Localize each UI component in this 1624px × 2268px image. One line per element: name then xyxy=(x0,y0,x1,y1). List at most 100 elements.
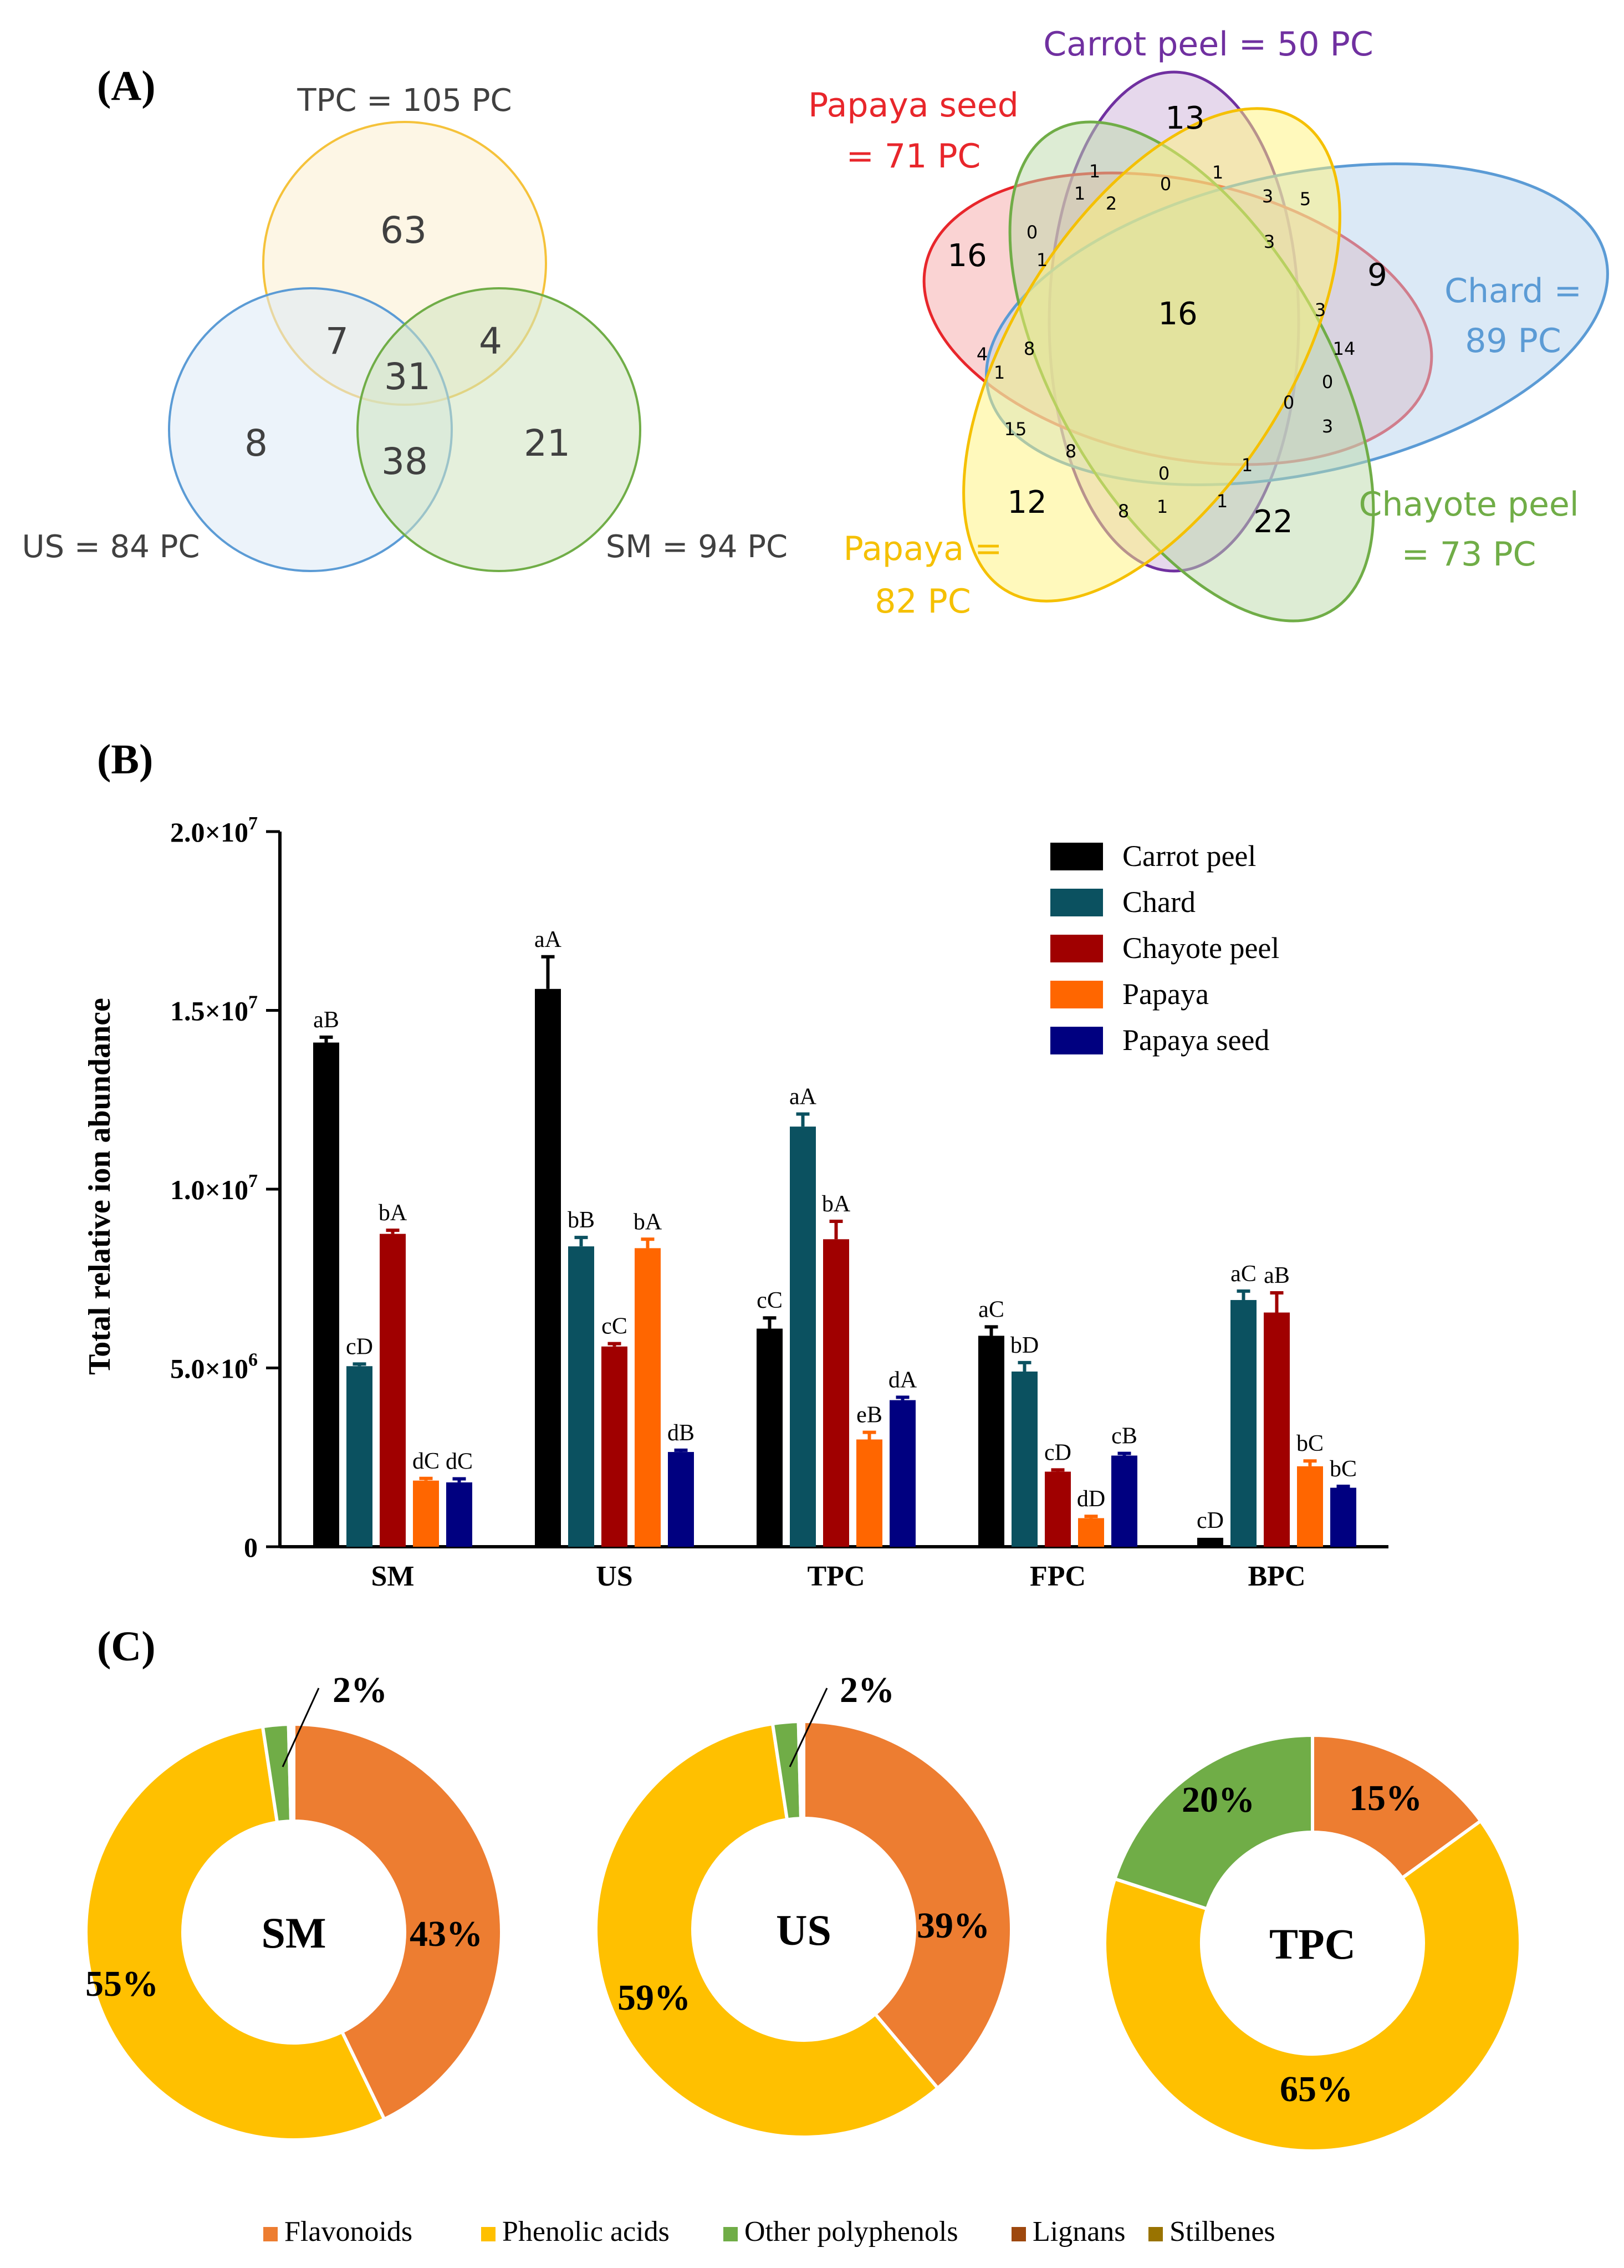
venn5-small-region: 1 xyxy=(1157,496,1168,517)
venn5-label-chayote-peel-count: = 73 PC xyxy=(1402,535,1536,574)
venn5-small-region: 8 xyxy=(1024,338,1035,359)
venn5-diagram: Carrot peel = 50 PC Papaya seed = 71 PC … xyxy=(808,25,1609,623)
donut-slice xyxy=(594,1721,941,2139)
bar xyxy=(890,1400,916,1547)
venn5-small-region: 8 xyxy=(1118,501,1129,522)
bar xyxy=(313,1042,339,1547)
venn5-small-region: 3 xyxy=(1315,299,1326,320)
venn5-small-region: 1 xyxy=(1212,162,1223,183)
donut-chart-tpc: TPC 15% 65% 20% xyxy=(1103,1733,1522,2153)
donut-slice-label: 59% xyxy=(617,1978,691,2018)
donut-center-label: SM xyxy=(262,1909,326,1957)
venn5-small-region: 1 xyxy=(994,362,1005,383)
legend-label: Papaya xyxy=(1122,977,1209,1011)
donut-slice xyxy=(289,1722,295,1823)
bar xyxy=(978,1336,1004,1547)
x-tick-label: US xyxy=(596,1561,632,1592)
venn5-small-region: 3 xyxy=(1262,186,1273,207)
venn3-set-label-tpc: TPC = 105 PC xyxy=(297,83,512,119)
bar-significance-label: aB xyxy=(1264,1263,1290,1288)
venn5-label-chard-count: 89 PC xyxy=(1465,322,1561,360)
donut-slice xyxy=(1311,1733,1483,1880)
bar-significance-label: aB xyxy=(313,1007,339,1033)
bar-significance-label: aC xyxy=(1230,1261,1257,1287)
bar-significance-label: cD xyxy=(346,1334,373,1359)
venn3-region-sm-only: 21 xyxy=(524,422,570,465)
venn5-small-region: 3 xyxy=(1322,416,1333,437)
venn3-region-us-sm: 38 xyxy=(381,440,428,483)
venn5-region-center: 16 xyxy=(1158,296,1197,332)
venn5-small-region: 4 xyxy=(977,344,988,365)
pie-legend-label: Flavonoids xyxy=(284,2216,412,2247)
pie-legend-swatch xyxy=(1012,2227,1026,2241)
bar xyxy=(1264,1312,1290,1547)
venn5-label-chard: Chard = xyxy=(1444,272,1582,310)
bar-significance-label: dC xyxy=(446,1449,473,1474)
donut-slice-label: 20% xyxy=(1182,1780,1255,1820)
bar xyxy=(1230,1299,1257,1547)
bar xyxy=(1012,1371,1038,1547)
pie-legend: Flavonoids Phenolic acids Other polyphenol… xyxy=(263,2216,1275,2247)
venn5-small-region: 14 xyxy=(1333,338,1356,359)
venn5-label-papaya-seed-count: = 71 PC xyxy=(846,137,981,176)
bar-significance-label: cC xyxy=(601,1314,627,1339)
venn3-region-all: 31 xyxy=(384,355,431,398)
y-tick-label: 2.0×107 xyxy=(170,813,258,848)
bar xyxy=(1330,1487,1356,1547)
venn5-small-region: 5 xyxy=(1300,188,1311,210)
y-tick-label: 1.5×107 xyxy=(170,992,258,1027)
bar-significance-label: eB xyxy=(856,1403,882,1428)
donut-slice-label: 65% xyxy=(1280,2069,1353,2109)
venn5-small-region: 0 xyxy=(1027,222,1038,243)
legend-label: Chard xyxy=(1122,885,1196,919)
venn5-small-region: 15 xyxy=(1004,419,1027,440)
donut-center-label: TPC xyxy=(1269,1920,1356,1968)
donut-slice xyxy=(802,1719,1013,2091)
bar-chart-y-label: Total relative ion abundance xyxy=(83,998,117,1375)
venn5-small-region: 1 xyxy=(1217,491,1228,512)
bar-significance-label: bD xyxy=(1010,1333,1039,1358)
legend-swatch xyxy=(1050,1027,1103,1054)
bar-significance-label: bA xyxy=(379,1200,407,1226)
bar-significance-label: bC xyxy=(1296,1431,1324,1456)
donut-slice-label: 2% xyxy=(840,1670,895,1710)
venn5-small-region: 3 xyxy=(1264,231,1275,252)
bar xyxy=(635,1248,661,1547)
y-tick-label: 5.0×106 xyxy=(170,1350,258,1384)
x-tick-label: FPC xyxy=(1030,1561,1086,1592)
legend-swatch xyxy=(1050,889,1103,916)
donut-slice xyxy=(292,1722,503,2122)
bar-significance-label: aA xyxy=(534,927,562,952)
donut-slice-label: 39% xyxy=(917,1905,990,1946)
venn5-region-carrot-only: 13 xyxy=(1165,100,1204,136)
donut-charts: SM 43% 55% 2% US 39% 59% 2% TPC 15% 65% 20% xyxy=(84,1670,1522,2153)
venn5-region-papaya-only: 12 xyxy=(1007,485,1046,521)
panel-a-label: (A) xyxy=(97,63,156,109)
bar-significance-label: bA xyxy=(822,1191,851,1217)
bar-significance-label: dD xyxy=(1077,1486,1105,1512)
bar xyxy=(380,1234,406,1547)
donut-chart-us: US 39% 59% 2% xyxy=(594,1670,1013,2139)
bar-significance-label: bB xyxy=(568,1207,595,1233)
legend-swatch xyxy=(1050,981,1103,1008)
venn5-small-region: 2 xyxy=(1106,193,1117,214)
venn5-small-region: 1 xyxy=(1089,161,1100,182)
venn5-small-region: 0 xyxy=(1322,371,1333,393)
bar-significance-label: dA xyxy=(888,1367,917,1393)
donut-callout-line xyxy=(282,1688,320,1767)
donut-slice xyxy=(1103,1818,1522,2153)
pie-legend-label: Other polyphenols xyxy=(744,2216,958,2247)
venn3-diagram: TPC = 105 PC US = 84 PC SM = 94 PC 63 8 … xyxy=(22,83,788,572)
bar xyxy=(823,1239,849,1547)
venn5-label-carrot-peel: Carrot peel = 50 PC xyxy=(1043,25,1373,64)
donut-slice-label: 43% xyxy=(410,1914,483,1954)
bar-significance-label: cB xyxy=(1111,1424,1137,1449)
venn5-label-chayote-peel: Chayote peel xyxy=(1359,485,1579,524)
donut-slice xyxy=(1112,1733,1314,1911)
bar xyxy=(668,1452,694,1547)
bar-significance-label: cD xyxy=(1044,1440,1071,1465)
panel-b-label: (B) xyxy=(97,736,153,783)
venn5-small-region: 0 xyxy=(1283,392,1294,413)
venn5-small-region: 1 xyxy=(1242,455,1253,476)
